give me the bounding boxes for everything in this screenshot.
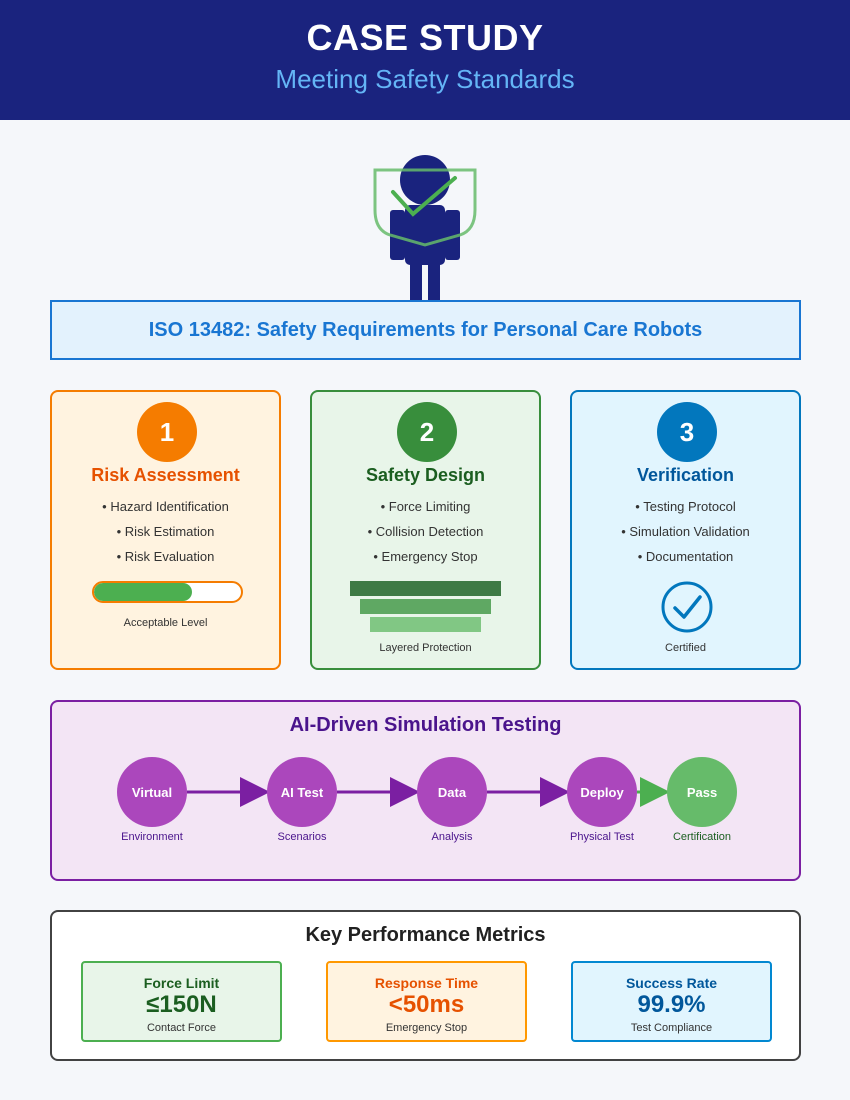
card-caption: Layered Protection — [379, 642, 472, 654]
protection-layer-middle — [360, 599, 491, 614]
iso-standard-text: ISO 13482: Safety Requirements for Perso… — [148, 318, 703, 341]
metric-value: 99.9% — [637, 991, 706, 1018]
section-title: Key Performance Metrics — [305, 924, 546, 946]
metric-response-time: Response Time <50ms Emergency Stop — [326, 961, 527, 1042]
robot-shield-icon — [373, 155, 477, 305]
protection-layer-inner — [370, 617, 481, 632]
flow-step-caption: Certification — [672, 831, 732, 843]
metrics-panel: Key Performance Metrics Force Limit ≤150… — [50, 910, 801, 1061]
section-title: AI-Driven Simulation Testing — [289, 714, 562, 736]
flow-step-caption: Analysis — [431, 831, 473, 843]
step-number-badge: 3 — [657, 402, 717, 462]
flow-arrows — [187, 777, 670, 807]
list-item: • Force Limiting — [380, 499, 471, 514]
page-subtitle: Meeting Safety Standards — [275, 64, 575, 94]
protection-layer-outer — [350, 581, 501, 596]
card-list: • Hazard Identification • Risk Estimatio… — [52, 499, 279, 574]
metric-label: Force Limit — [143, 975, 220, 991]
metric-subtext: Test Compliance — [630, 1022, 713, 1034]
card-caption: Acceptable Level — [123, 617, 208, 629]
metric-force-limit: Force Limit ≤150N Contact Force — [81, 961, 282, 1042]
card-title: Verification — [636, 465, 735, 485]
list-item: • Hazard Identification — [102, 499, 229, 514]
metric-value: <50ms — [388, 991, 465, 1018]
risk-level-fill — [94, 583, 193, 601]
iso-standard-banner: ISO 13482: Safety Requirements for Perso… — [50, 300, 801, 360]
card-title: Safety Design — [365, 465, 486, 485]
flow-step-data: Data — [417, 757, 487, 827]
list-item: • Simulation Validation — [621, 524, 750, 539]
flow-step-ai-test: AI Test — [267, 757, 337, 827]
metric-success-rate: Success Rate 99.9% Test Compliance — [571, 961, 772, 1042]
metric-subtext: Contact Force — [146, 1022, 217, 1034]
flow-step-pass: Pass — [667, 757, 737, 827]
checkmark-circle-icon — [661, 581, 713, 633]
list-item: • Documentation — [637, 549, 734, 564]
verification-card: 3 Verification • Testing Protocol • Simu… — [570, 390, 801, 670]
metric-label: Success Rate — [625, 975, 718, 991]
simulation-panel: AI-Driven Simulation Testing Virtual Env… — [50, 700, 801, 881]
list-item: • Risk Estimation — [116, 524, 215, 539]
header: CASE STUDY Meeting Safety Standards — [0, 0, 850, 120]
metric-value: ≤150N — [146, 991, 217, 1018]
metric-subtext: Emergency Stop — [385, 1022, 468, 1034]
flow-step-caption: Physical Test — [570, 831, 634, 843]
list-item: • Testing Protocol — [635, 499, 736, 514]
flow-step-caption: Scenarios — [277, 831, 327, 843]
list-item: • Collision Detection — [367, 524, 484, 539]
card-title: Risk Assessment — [91, 465, 240, 485]
step-number-badge: 2 — [397, 402, 457, 462]
flow-step-deploy: Deploy — [567, 757, 637, 827]
card-list: • Force Limiting • Collision Detection •… — [312, 499, 539, 574]
list-item: • Risk Evaluation — [116, 549, 215, 564]
metric-label: Response Time — [374, 975, 479, 991]
card-list: • Testing Protocol • Simulation Validati… — [572, 499, 799, 574]
flow-step-virtual: Virtual — [117, 757, 187, 827]
risk-assessment-card: 1 Risk Assessment • Hazard Identificatio… — [50, 390, 281, 670]
page-title: CASE STUDY — [306, 17, 544, 58]
step-number-badge: 1 — [137, 402, 197, 462]
flow-step-caption: Environment — [121, 831, 183, 843]
list-item: • Emergency Stop — [373, 549, 478, 564]
safety-design-card: 2 Safety Design • Force Limiting • Colli… — [310, 390, 541, 670]
risk-level-gauge — [92, 581, 243, 603]
card-caption: Certified — [665, 642, 706, 654]
